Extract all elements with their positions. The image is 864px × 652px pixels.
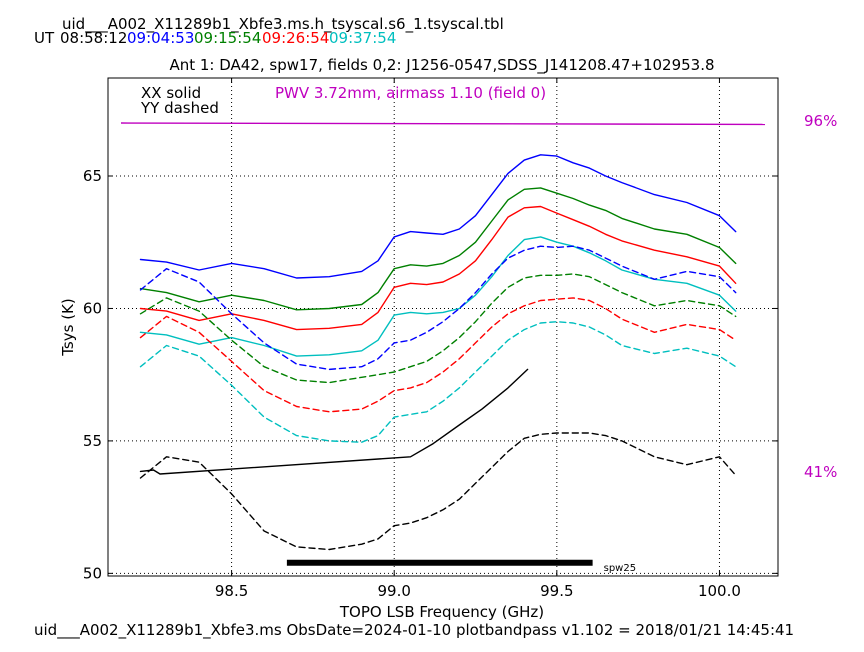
chart-subtitle: Ant 1: DA42, spw17, fields 0,2: J1256-05… xyxy=(169,56,714,75)
time-stamp: 09:26:54 xyxy=(262,29,329,47)
y-tick-label: 50 xyxy=(83,564,102,582)
plot-frame xyxy=(107,77,779,577)
chart-title: uid___A002_X11289b1_Xbfe3.ms.h_tsyscal.s… xyxy=(62,15,504,34)
time-stamp: 09:15:54 xyxy=(194,29,261,47)
time-prefix: UT xyxy=(34,29,55,47)
series-dashed-line xyxy=(139,273,737,384)
y-tick-label: 60 xyxy=(83,299,102,317)
series-solid-line xyxy=(139,236,737,357)
x-tick-label: 100.0 xyxy=(698,582,741,600)
series-dashed-line xyxy=(139,245,737,371)
spw-bar-label: spw25 xyxy=(604,563,636,574)
plot-area: 98.5 99.0 99.5 100.0 50 55 60 65 spw25 xyxy=(83,77,779,600)
spw-bar: spw25 xyxy=(286,559,636,574)
series-dashed-line xyxy=(139,297,737,413)
transmission-label-top: 96% xyxy=(804,112,837,130)
series-solid-line xyxy=(139,154,737,279)
series-solid-line xyxy=(139,368,529,475)
series-lines xyxy=(139,154,737,551)
x-axis-label: TOPO LSB Frequency (GHz) xyxy=(339,603,544,621)
time-stamp: 08:58:12 xyxy=(60,29,127,47)
series-dashed-line xyxy=(139,432,737,551)
time-stamp: 09:04:53 xyxy=(127,29,194,47)
transmission-label-bottom: 41% xyxy=(804,463,837,481)
y-axis-label: Tsys (K) xyxy=(59,298,77,357)
time-stamp: 09:37:54 xyxy=(329,29,396,47)
y-tick-label: 55 xyxy=(83,432,102,450)
transmission-curve xyxy=(120,122,766,126)
y-tick-label: 65 xyxy=(83,167,102,185)
series-solid-line xyxy=(139,187,737,311)
grid-lines xyxy=(108,78,778,576)
x-tick-label: 98.5 xyxy=(215,582,248,600)
pwv-annotation: PWV 3.72mm, airmass 1.10 (field 0) xyxy=(275,84,546,102)
transmission-line xyxy=(120,122,766,126)
time-stamps: 08:58:12 09:04:53 09:15:54 09:26:54 09:37:54 xyxy=(60,29,396,47)
legend-dashed: YY dashed xyxy=(140,99,219,117)
series-dashed-line xyxy=(139,321,737,443)
series-solid-line xyxy=(139,205,737,331)
axis-ticks: 98.5 99.0 99.5 100.0 50 55 60 65 xyxy=(83,78,778,600)
footer-text: uid___A002_X11289b1_Xbfe3.ms ObsDate=202… xyxy=(34,621,794,640)
legend-solid: XX solid xyxy=(141,84,201,102)
x-tick-label: 99.5 xyxy=(540,582,573,600)
x-tick-label: 99.0 xyxy=(378,582,411,600)
